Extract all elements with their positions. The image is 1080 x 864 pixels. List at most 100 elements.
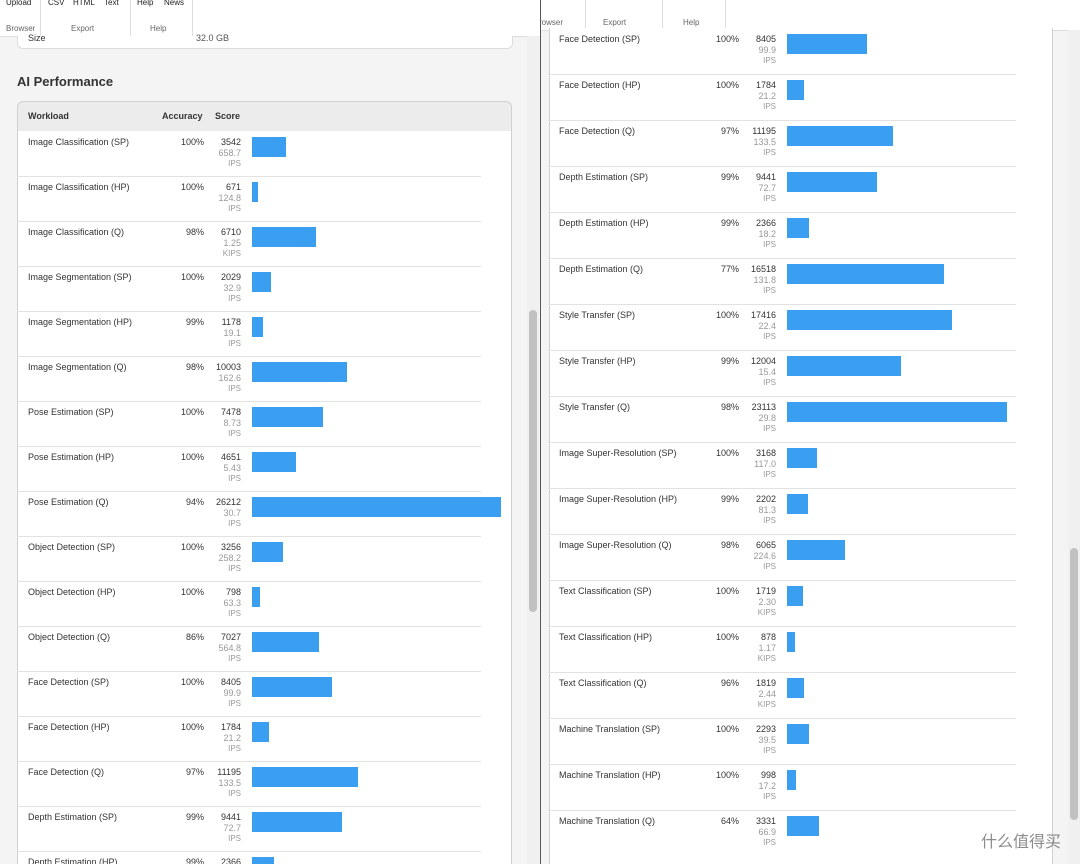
toolbar-button: Text <box>104 0 119 7</box>
score: 6710 <box>220 227 241 237</box>
unit: IPS <box>763 562 776 571</box>
score: 1784 <box>755 80 776 90</box>
rate: 81.3 <box>758 505 776 515</box>
row-divider <box>17 806 481 807</box>
accuracy: 100% <box>715 34 739 44</box>
workload: Text Classification (Q) <box>559 678 647 688</box>
rate: 21.2 <box>223 733 241 743</box>
accuracy: 100% <box>715 310 739 320</box>
accuracy: 100% <box>180 677 204 687</box>
score: 3168 <box>755 448 776 458</box>
score-bar <box>787 264 944 284</box>
workload: Depth Estimation (SP) <box>28 812 118 822</box>
column-header: Workload <box>28 111 69 121</box>
score-bar <box>252 227 316 247</box>
workload: Face Detection (Q) <box>28 767 105 777</box>
separator <box>130 0 131 36</box>
accuracy: 97% <box>720 126 739 136</box>
unit: IPS <box>228 519 241 528</box>
score-bar <box>252 452 297 472</box>
accuracy: 86% <box>185 632 204 642</box>
unit: IPS <box>228 564 241 573</box>
score: 11195 <box>752 126 776 136</box>
score-bar <box>252 632 319 652</box>
row-divider <box>17 311 481 312</box>
rate: 21.2 <box>758 91 776 101</box>
score: 9441 <box>755 172 776 182</box>
toolbar-button: Upload <box>6 0 32 7</box>
score-bar <box>252 767 359 787</box>
row-divider <box>548 166 1016 167</box>
row-divider <box>548 580 1016 581</box>
score-bar <box>787 770 797 790</box>
divider <box>540 0 541 864</box>
workload: Image Classification (Q) <box>28 227 125 237</box>
unit: IPS <box>228 699 241 708</box>
score: 998 <box>760 770 776 780</box>
score-bar <box>787 448 818 468</box>
workload: Image Super-Resolution (SP) <box>559 448 677 458</box>
rate: 66.9 <box>758 827 776 837</box>
separator <box>725 0 726 30</box>
score-bar <box>252 857 275 864</box>
rate: 63.3 <box>223 598 241 608</box>
left-window: Upload CSV HTML Text Help News Browser Export He… <box>0 0 540 864</box>
accuracy: 77% <box>720 264 739 274</box>
workload: Image Super-Resolution (Q) <box>559 540 672 550</box>
score: 3542 <box>220 137 241 147</box>
unit: KIPS <box>757 608 776 617</box>
unit: KIPS <box>757 654 776 663</box>
score: 1178 <box>221 317 241 327</box>
row-divider <box>17 626 481 627</box>
score: 7027 <box>220 632 241 642</box>
score: 1719 <box>755 586 776 596</box>
rate: 2.44 <box>758 689 776 699</box>
score-bar <box>787 540 845 560</box>
toolbar-group: Export <box>71 24 95 33</box>
row-divider <box>548 258 1016 259</box>
unit: IPS <box>228 654 241 663</box>
accuracy: 100% <box>715 80 739 90</box>
score-bar <box>787 126 894 146</box>
accuracy: 100% <box>715 448 739 458</box>
workload: Text Classification (HP) <box>559 632 653 642</box>
label: Size <box>28 33 46 43</box>
accuracy: 98% <box>185 227 204 237</box>
row-divider <box>548 488 1016 489</box>
accuracy: 64% <box>720 816 739 826</box>
toolbar-group: rowser <box>541 18 564 27</box>
score-bar <box>787 80 804 100</box>
row-divider <box>17 221 481 222</box>
rate: 8.73 <box>223 418 241 428</box>
row-divider <box>548 534 1016 535</box>
accuracy: 100% <box>180 587 204 597</box>
unit: IPS <box>228 834 241 843</box>
toolbar-button: CSV <box>48 0 65 7</box>
workload: Pose Estimation (Q) <box>28 497 109 507</box>
workload: Face Detection (SP) <box>559 34 641 44</box>
score: 16518 <box>750 264 776 274</box>
separator <box>192 0 193 36</box>
unit: IPS <box>228 789 241 798</box>
unit: IPS <box>763 102 776 111</box>
score: 671 <box>225 182 241 192</box>
row-divider <box>17 536 481 537</box>
rate: 99.9 <box>223 688 241 698</box>
score-bar <box>787 218 810 238</box>
row-divider <box>17 491 481 492</box>
score-bar <box>252 272 272 292</box>
score-bar <box>787 678 805 698</box>
rate: 1.25 <box>223 238 241 248</box>
rate: 2.30 <box>758 597 776 607</box>
rate: 131.8 <box>753 275 776 285</box>
unit: IPS <box>763 470 776 479</box>
row-divider <box>548 672 1016 673</box>
score: 10003 <box>215 362 241 372</box>
score: 878 <box>760 632 776 642</box>
table-header <box>17 101 512 133</box>
workload: Machine Translation (HP) <box>559 770 661 780</box>
row-divider <box>548 442 1016 443</box>
row-divider <box>17 671 481 672</box>
score-bar <box>787 34 867 54</box>
rate: 15.4 <box>758 367 776 377</box>
